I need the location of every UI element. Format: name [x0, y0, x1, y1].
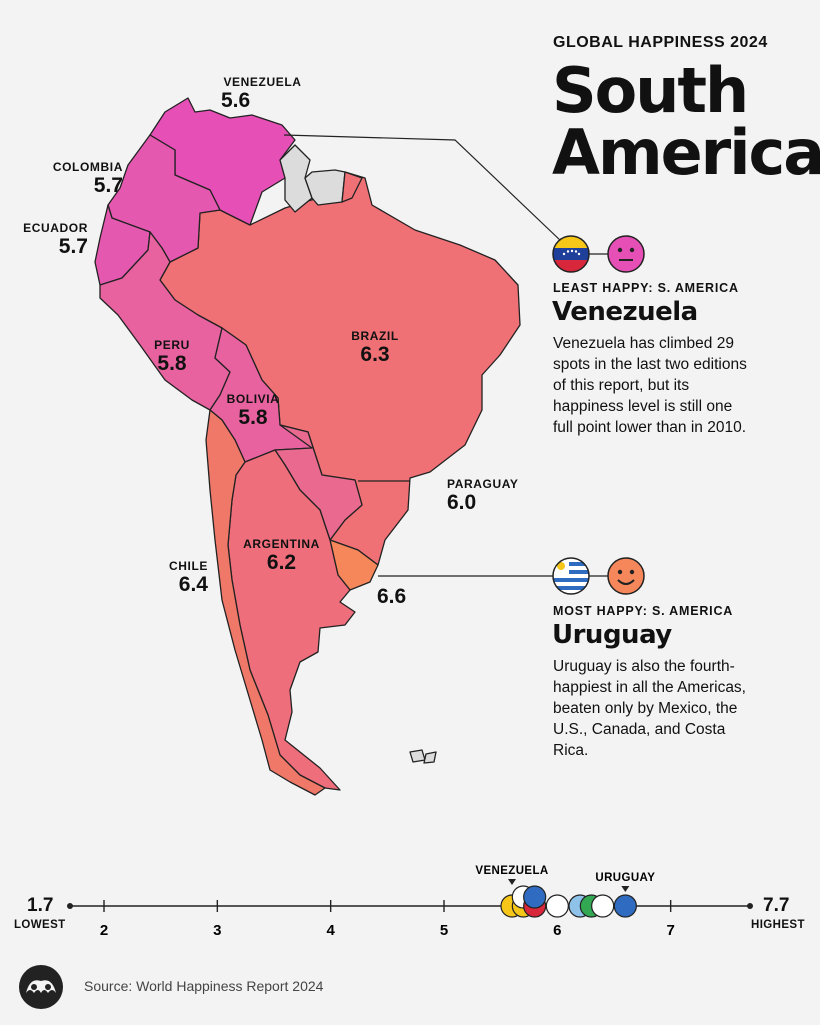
scale-tick-label: 6	[553, 922, 561, 939]
country-name: PERU	[154, 338, 190, 352]
least-happy-description: Venezuela has climbed 29 spots in the la…	[553, 335, 747, 436]
scale-tick-label: 2	[100, 922, 108, 939]
least-happy-icons	[552, 235, 645, 273]
scale-tick-label: 5	[440, 922, 448, 939]
most-happy-tag: MOST HAPPY: S. AMERICA	[553, 604, 734, 618]
region-french-guiana	[341, 171, 363, 203]
uruguay-flag-icon	[552, 557, 590, 595]
kicker: GLOBAL HAPPINESS 2024	[553, 34, 768, 51]
country-score: 5.8	[157, 352, 187, 375]
label-paraguay: PARAGUAY 6.0	[447, 477, 537, 515]
country-score: 5.7	[58, 235, 88, 258]
visual-capitalist-logo	[19, 965, 63, 1009]
country-name: PARAGUAY	[447, 477, 519, 491]
label-colombia: COLOMBIA 5.7	[40, 160, 123, 198]
neutral-face-icon	[607, 235, 645, 273]
country-score: 6.3	[360, 343, 390, 366]
country-score: 6.2	[266, 551, 297, 574]
country-score: 5.6	[221, 89, 251, 112]
venezuela-flag-icon	[552, 235, 590, 273]
scale-start-dot	[67, 903, 73, 909]
country-score: 5.8	[238, 406, 268, 429]
label-argentina: ARGENTINA 6.2	[234, 537, 329, 575]
country-name: ECUADOR	[23, 221, 88, 235]
label-peru: PERU 5.8	[142, 338, 202, 376]
callout-venezuela-arrow	[508, 879, 516, 885]
scale-tick-label: 7	[666, 922, 674, 939]
country-name: COLOMBIA	[52, 160, 123, 174]
country-marker	[613, 894, 637, 918]
label-chile: CHILE 6.4	[150, 559, 208, 597]
country-score: 6.6	[377, 585, 407, 608]
source-note: Source: World Happiness Report 2024	[84, 978, 324, 994]
callout-uruguay-arrow	[621, 886, 630, 892]
label-brazil: BRAZIL 6.3	[340, 329, 410, 367]
page-title: South America	[552, 60, 820, 184]
scale-min-value: 1.7	[27, 895, 54, 916]
callout-venezuela: VENEZUELA	[475, 865, 548, 877]
least-happy-tag: LEAST HAPPY: S. AMERICA	[553, 281, 739, 295]
region-suriname	[304, 169, 346, 206]
label-uruguay: 6.6	[377, 585, 427, 609]
title-line-1: South	[552, 54, 749, 127]
region-falklands	[409, 749, 426, 763]
country-marker	[523, 885, 547, 909]
least-happy-name: Venezuela	[552, 297, 698, 327]
most-happy-icons	[552, 557, 645, 595]
country-marker	[591, 894, 615, 918]
happiness-scale: 2 3 4 5 6 7 VENEZUELA URUGUAY	[67, 865, 753, 939]
scale-max-label: HIGHEST	[751, 919, 805, 931]
country-score: 6.0	[447, 491, 477, 514]
country-name: BOLIVIA	[226, 392, 280, 406]
scale-tick-label: 3	[213, 922, 221, 939]
region-falklands-east	[423, 751, 437, 764]
country-name: VENEZUELA	[223, 75, 302, 89]
country-name: CHILE	[169, 559, 208, 573]
smiling-face-icon	[607, 557, 645, 595]
label-bolivia: BOLIVIA 5.8	[218, 392, 288, 430]
label-venezuela: VENEZUELA 5.6	[215, 75, 310, 113]
venezuela-connector-line	[283, 134, 563, 243]
scale-tick-label: 4	[326, 922, 335, 939]
country-name: ARGENTINA	[243, 537, 320, 551]
country-name: BRAZIL	[351, 329, 399, 343]
country-score: 5.7	[93, 174, 123, 197]
scale-min-label: LOWEST	[14, 919, 66, 931]
most-happy-description: Uruguay is also the fourth-happiest in a…	[553, 658, 746, 759]
title-line-2: America	[552, 116, 820, 189]
scale-max-value: 7.7	[763, 895, 790, 916]
callout-uruguay: URUGUAY	[595, 872, 655, 884]
most-happy-name: Uruguay	[552, 620, 672, 650]
region-chile	[205, 409, 326, 796]
country-score: 6.4	[178, 573, 208, 596]
country-marker	[545, 894, 569, 918]
scale-end-dot	[747, 903, 753, 909]
label-ecuador: ECUADOR 5.7	[10, 221, 88, 259]
